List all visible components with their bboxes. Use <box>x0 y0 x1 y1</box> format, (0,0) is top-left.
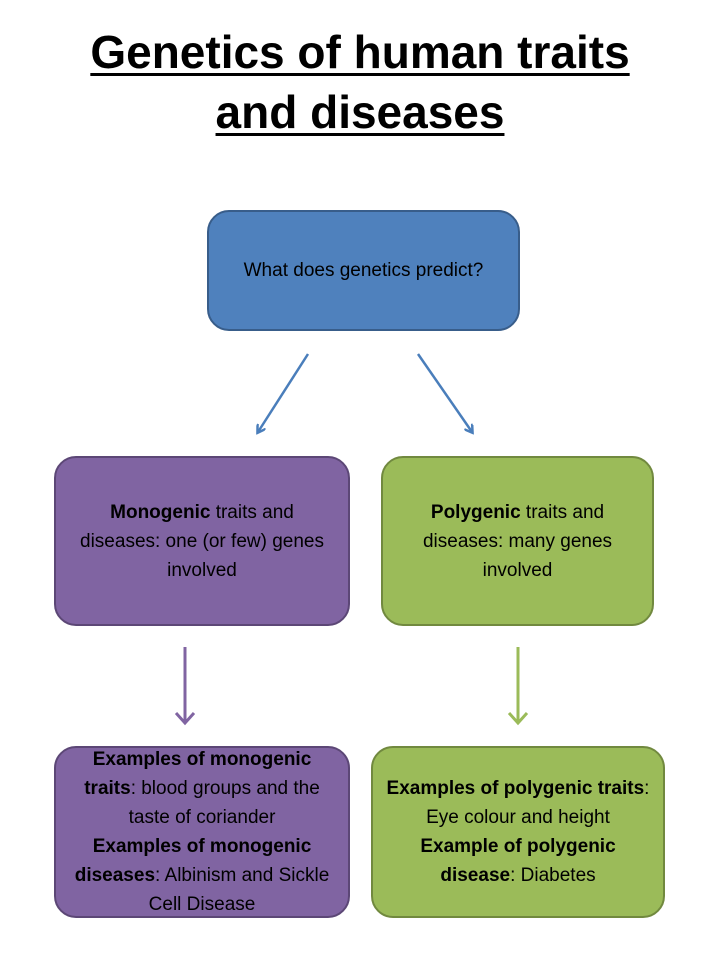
polygenic-label: Polygenic <box>430 501 521 523</box>
monogenic-box: Monogenic traits and diseases: one (or f… <box>54 456 350 626</box>
polygenic-disease-heading: Example of polygenic disease <box>420 836 616 886</box>
polygenic-examples-text: Examples of polygenic traits: Eye colour… <box>385 774 651 890</box>
monogenic-diseases-heading: Examples of monogenic diseases <box>74 836 312 886</box>
monogenic-description: traits and diseases: one (or few) genes … <box>80 501 324 581</box>
title-line-2: and diseases <box>215 86 505 138</box>
arrow-root-to-polygenic <box>416 353 472 432</box>
page-title: Genetics of human traits and diseases <box>0 22 720 142</box>
root-question-box: What does genetics predict? <box>207 210 520 331</box>
monogenic-label: Monogenic <box>110 501 211 523</box>
monogenic-text: Monogenic traits and diseases: one (or f… <box>68 498 336 585</box>
monogenic-traits-list: : blood groups and the taste of coriande… <box>128 778 320 828</box>
polygenic-box: Polygenic traits and diseases: many gene… <box>381 456 654 626</box>
monogenic-diseases-list: : Albinism and Sickle Cell Disease <box>148 865 330 915</box>
monogenic-traits-heading: Examples of monogenic traits <box>84 749 312 799</box>
polygenic-traits-list: : Eye colour and height <box>426 778 650 828</box>
polygenic-text: Polygenic traits and diseases: many gene… <box>395 498 640 585</box>
polygenic-examples-box: Examples of polygenic traits: Eye colour… <box>371 746 665 918</box>
polygenic-disease-list: : Diabetes <box>510 865 596 886</box>
monogenic-examples-box: Examples of monogenic traits: blood grou… <box>54 746 350 918</box>
polygenic-traits-heading: Examples of polygenic traits <box>386 778 645 799</box>
arrow-root-to-monogenic <box>258 353 310 432</box>
title-line-1: Genetics of human traits <box>90 26 630 78</box>
monogenic-examples-text: Examples of monogenic traits: blood grou… <box>66 745 338 919</box>
root-question-text: What does genetics predict? <box>243 260 484 281</box>
polygenic-description: traits and diseases: many genes involved <box>422 501 613 581</box>
